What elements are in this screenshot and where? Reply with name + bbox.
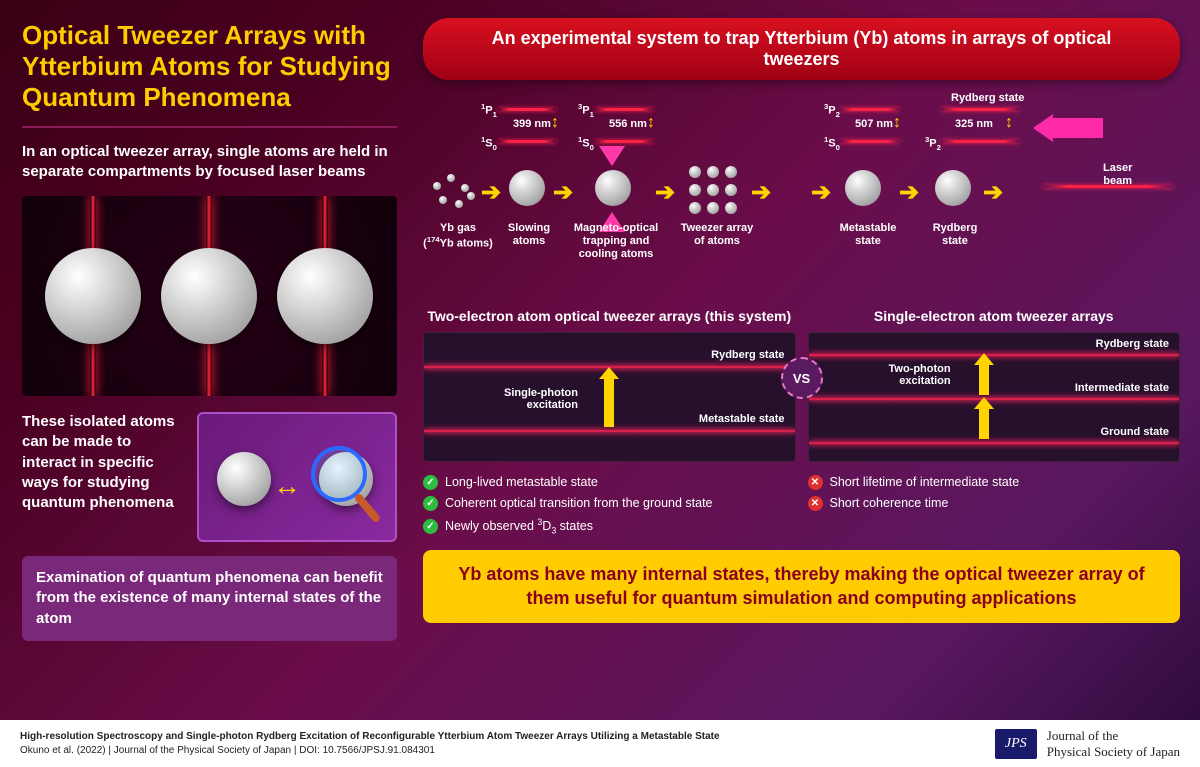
infographic-main: Optical Tweezer Arrays with Ytterbium At… [0, 0, 1200, 720]
purple-callout: Examination of quantum phenomena can ben… [22, 556, 397, 641]
stage-label: Slowing atoms [501, 222, 557, 248]
single-electron-panel: Single-electron atom tweezer arrays Rydb… [808, 308, 1181, 538]
state-label: Metastable state [699, 413, 785, 425]
vs-badge: VS [781, 357, 823, 399]
stage-label: Magneto-optical trapping and cooling ato… [571, 222, 661, 262]
right-column: An experimental system to trap Ytterbium… [415, 0, 1200, 720]
intro-text: In an optical tweezer array, single atom… [22, 142, 397, 183]
atom-beams-illustration [22, 196, 397, 396]
interact-illustration: ↔ [197, 412, 397, 542]
list-item: ✕Short coherence time [808, 493, 1181, 514]
magnifier-icon [307, 442, 387, 532]
panel-title: Single-electron atom tweezer arrays [808, 308, 1181, 324]
arrow-icon: ➔ [655, 178, 675, 207]
en-label: 325 nm [955, 118, 993, 131]
two-electron-panel: Two-electron atom optical tweezer arrays… [423, 308, 796, 538]
interact-row: These isolated atoms can be made to inte… [22, 412, 397, 542]
stage-label: Tweezer array of atoms [675, 222, 759, 248]
cross-icon: ✕ [808, 496, 823, 511]
updown-arrow-icon: ↕ [1005, 114, 1013, 132]
laser-label: Laser beam [1103, 162, 1132, 188]
footer: High-resolution Spectroscopy and Single-… [0, 720, 1200, 767]
list-item: ✓Long-lived metastable state [423, 472, 796, 493]
en-label: 556 nm [609, 118, 647, 131]
arrow-icon: ➔ [983, 178, 1003, 207]
magenta-arrow-icon [1033, 114, 1103, 142]
paper-title: High-resolution Spectroscopy and Single-… [20, 730, 995, 744]
check-icon: ✓ [423, 496, 438, 511]
check-icon: ✓ [423, 475, 438, 490]
cross-icon: ✕ [808, 475, 823, 490]
red-banner: An experimental system to trap Ytterbium… [423, 18, 1180, 80]
en-label: 399 nm [513, 118, 551, 131]
en-label: 1S0 [481, 135, 497, 152]
panel-title: Two-electron atom optical tweezer arrays… [423, 308, 796, 324]
en-label: 1P1 [481, 102, 497, 119]
updown-arrow-icon: ↕ [647, 114, 655, 132]
main-title: Optical Tweezer Arrays with Ytterbium At… [22, 20, 397, 114]
yellow-callout: Yb atoms have many internal states, ther… [423, 550, 1180, 623]
energy-diagram-right: Rydberg state Intermediate state Ground … [808, 332, 1181, 462]
process-diagram: 1P1 399 nm 1S0 ↕ 3P1 556 nm 1S0 ↕ 3P2 50… [423, 90, 1180, 300]
list-item: ✕Short lifetime of intermediate state [808, 472, 1181, 493]
check-icon: ✓ [423, 519, 438, 534]
en-label: 3P2 [824, 102, 840, 119]
footer-journal: JPS Journal of the Physical Society of J… [995, 728, 1180, 759]
updown-arrow-icon: ↕ [551, 114, 559, 132]
energy-diagram-left: Rydberg state Metastable state Single-ph… [423, 332, 796, 462]
cons-list: ✕Short lifetime of intermediate state ✕S… [808, 472, 1181, 515]
en-label: 3P1 [578, 102, 594, 119]
arrow-icon: ➔ [899, 178, 919, 207]
state-label: Ground state [1101, 426, 1169, 438]
excitation-label: Single-photon excitation [504, 387, 578, 411]
excitation-label: Two-photon excitation [889, 363, 951, 387]
stage-label: Yb gas(174Yb atoms) [423, 222, 493, 251]
state-label: Rydberg state [711, 349, 784, 361]
double-arrow-icon: ↔ [273, 470, 301, 502]
list-item: ✓Coherent optical transition from the gr… [423, 493, 796, 514]
stage-label: Rydberg state [925, 222, 985, 248]
comparison-row: VS Two-electron atom optical tweezer arr… [423, 308, 1180, 538]
en-label: Rydberg state [951, 92, 1024, 105]
arrow-icon: ➔ [751, 178, 771, 207]
state-label: Intermediate state [1075, 382, 1169, 394]
citation-line: Okuno et al. (2022) | Journal of the Phy… [20, 744, 995, 758]
interact-text: These isolated atoms can be made to inte… [22, 412, 187, 513]
stage-label: Metastable state [833, 222, 903, 248]
pros-list: ✓Long-lived metastable state ✓Coherent o… [423, 472, 796, 538]
arrow-icon: ➔ [481, 178, 501, 207]
en-label: 1S0 [824, 135, 840, 152]
arrow-icon: ➔ [811, 178, 831, 207]
journal-name: Journal of the Physical Society of Japan [1047, 728, 1180, 759]
en-label: 3P2 [925, 135, 941, 152]
arrow-icon: ➔ [553, 178, 573, 207]
en-label: 507 nm [855, 118, 893, 131]
jps-logo: JPS [995, 729, 1037, 759]
updown-arrow-icon: ↕ [893, 114, 901, 132]
list-item: ✓Newly observed 3D3 states [423, 515, 796, 539]
title-underline [22, 126, 397, 128]
state-label: Rydberg state [1096, 338, 1169, 350]
footer-citation: High-resolution Spectroscopy and Single-… [20, 730, 995, 757]
left-column: Optical Tweezer Arrays with Ytterbium At… [0, 0, 415, 720]
